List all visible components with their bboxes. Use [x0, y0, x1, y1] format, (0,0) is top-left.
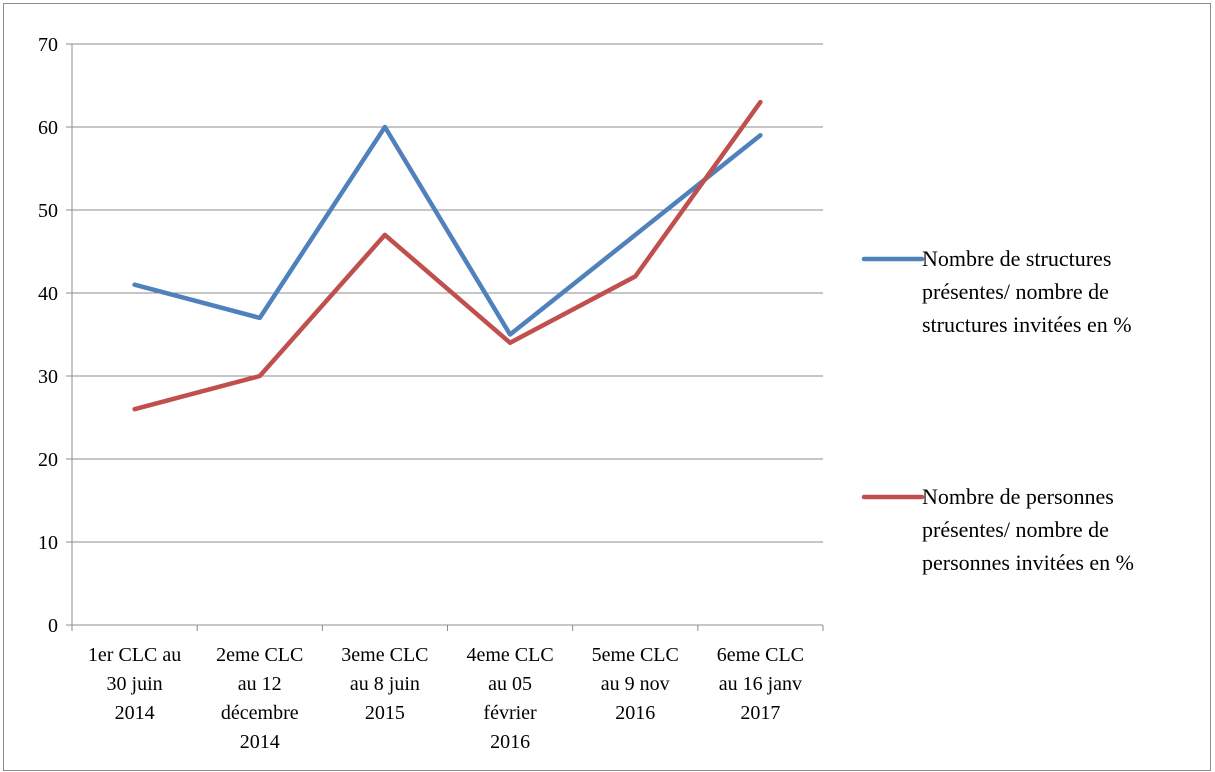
series-lines [132, 99, 763, 412]
legend-entry-1: Nombre de structures présentes/ nombre de… [861, 246, 1132, 337]
legend-label: Nombre de personnes présentes/ nombre de p… [922, 484, 1134, 575]
y-tick-label: 10 [38, 532, 58, 554]
chart-frame: 0 10 20 30 40 50 60 70 1er CLC au 30 juin 2014 2em… [3, 3, 1211, 771]
y-tick-label: 50 [38, 200, 58, 222]
x-tick-label: 4eme CLC au 05 février 2016 [466, 644, 553, 753]
legend-entry-2: Nombre de personnes présentes/ nombre de p… [861, 484, 1134, 575]
y-tick-label: 0 [48, 615, 58, 637]
legend: Nombre de structures présentes/ nombre de… [861, 246, 1134, 575]
x-tick-label: 5eme CLC au 9 nov 2016 [592, 644, 679, 724]
y-tick-label: 20 [38, 449, 58, 471]
legend-label: Nombre de structures présentes/ nombre de… [922, 246, 1132, 337]
y-tick-label: 70 [38, 34, 58, 56]
axes [66, 43, 824, 631]
x-tick-label: 2eme CLC au 12 décembre 2014 [216, 644, 303, 753]
x-axis-tick-labels: 1er CLC au 30 juin 2014 2eme CLC au 12 décemb… [88, 644, 804, 753]
series-line-1 [132, 124, 763, 337]
x-tick-label: 6eme CLC au 16 janv 2017 [717, 644, 804, 724]
y-tick-label: 60 [38, 117, 58, 139]
x-tick-label: 3eme CLC au 8 juin 2015 [341, 644, 428, 724]
series-line-2 [132, 99, 763, 412]
x-tick-label: 1er CLC au 30 juin 2014 [88, 644, 181, 724]
gridlines [72, 43, 823, 543]
line-chart: 0 10 20 30 40 50 60 70 1er CLC au 30 juin 2014 2em… [38, 34, 1134, 753]
y-tick-label: 40 [38, 283, 58, 305]
y-tick-label: 30 [38, 366, 58, 388]
y-axis-tick-labels: 0 10 20 30 40 50 60 70 [38, 34, 58, 637]
